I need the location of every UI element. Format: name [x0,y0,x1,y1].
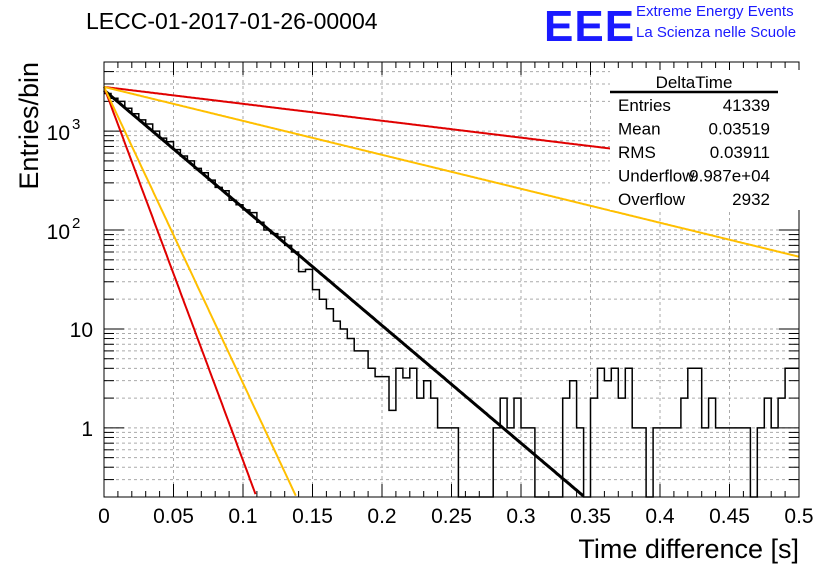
plot-frame [103,61,800,498]
curve-red-1 [103,86,257,495]
x-tick-label: 0.3 [506,505,535,528]
curve-black-0 [103,88,585,498]
x-tick-label: 0.4 [645,505,675,528]
stats-row-label: Entries [618,96,671,115]
x-tick-label: 0 [98,505,110,528]
fit-curves [103,85,800,498]
y-tick-label: 10 [47,122,70,145]
x-tick-label: 0.1 [228,505,257,528]
y-tick-exponent: 2 [72,215,80,232]
x-tick-label: 0.45 [709,505,750,528]
stats-row-label: Mean [618,120,661,139]
y-tick-exponent: 3 [72,116,80,133]
histogram-steps [104,92,799,498]
x-tick-label: 0.15 [292,505,333,528]
x-tick-label: 0.2 [367,505,396,528]
y-tick-label: 1 [81,418,93,441]
stats-row-label: RMS [618,143,656,162]
axis-ticks [103,62,800,497]
x-tick-label: 0.35 [570,505,611,528]
y-axis-label: Entries/bin [14,62,44,190]
x-tick-labels: 0 0.05 0.1 0.15 0.2 0.25 0.3 0.35 0.4 0.45 0.5 [98,505,813,528]
logo-subtitle-2: La Scienza nelle Scuole [636,24,797,41]
x-tick-label: 0.25 [431,505,472,528]
y-tick-label: 10 [70,319,93,342]
curve-orange-2 [103,86,297,497]
x-axis-label: Time difference [s] [578,534,799,564]
curve-orange-4 [103,85,800,258]
stats-title: DeltaTime [656,73,733,92]
y-tick-label: 10 [47,221,70,244]
x-tick-label: 0.5 [784,505,813,528]
run-title: LECC-01-2017-01-26-00004 [86,8,378,34]
eee-logo: EEE [544,2,636,51]
x-tick-label: 0.05 [153,505,194,528]
stats-row-value: 2932 [732,190,770,209]
stats-row-value: 0.03911 [710,143,770,162]
logo-subtitle-1: Extreme Energy Events [636,3,794,20]
stats-row-value: 41339 [723,96,770,115]
stats-row-value: 9.987e+04 [689,167,770,186]
histogram [104,92,799,498]
stats-row-label: Underflow [618,167,695,186]
stats-box: DeltaTime Entries 41339 Mean 0.03519 RMS 0.03… [610,70,806,210]
stats-row-value: 0.03519 [709,120,770,139]
stats-row-label: Overflow [618,190,686,209]
